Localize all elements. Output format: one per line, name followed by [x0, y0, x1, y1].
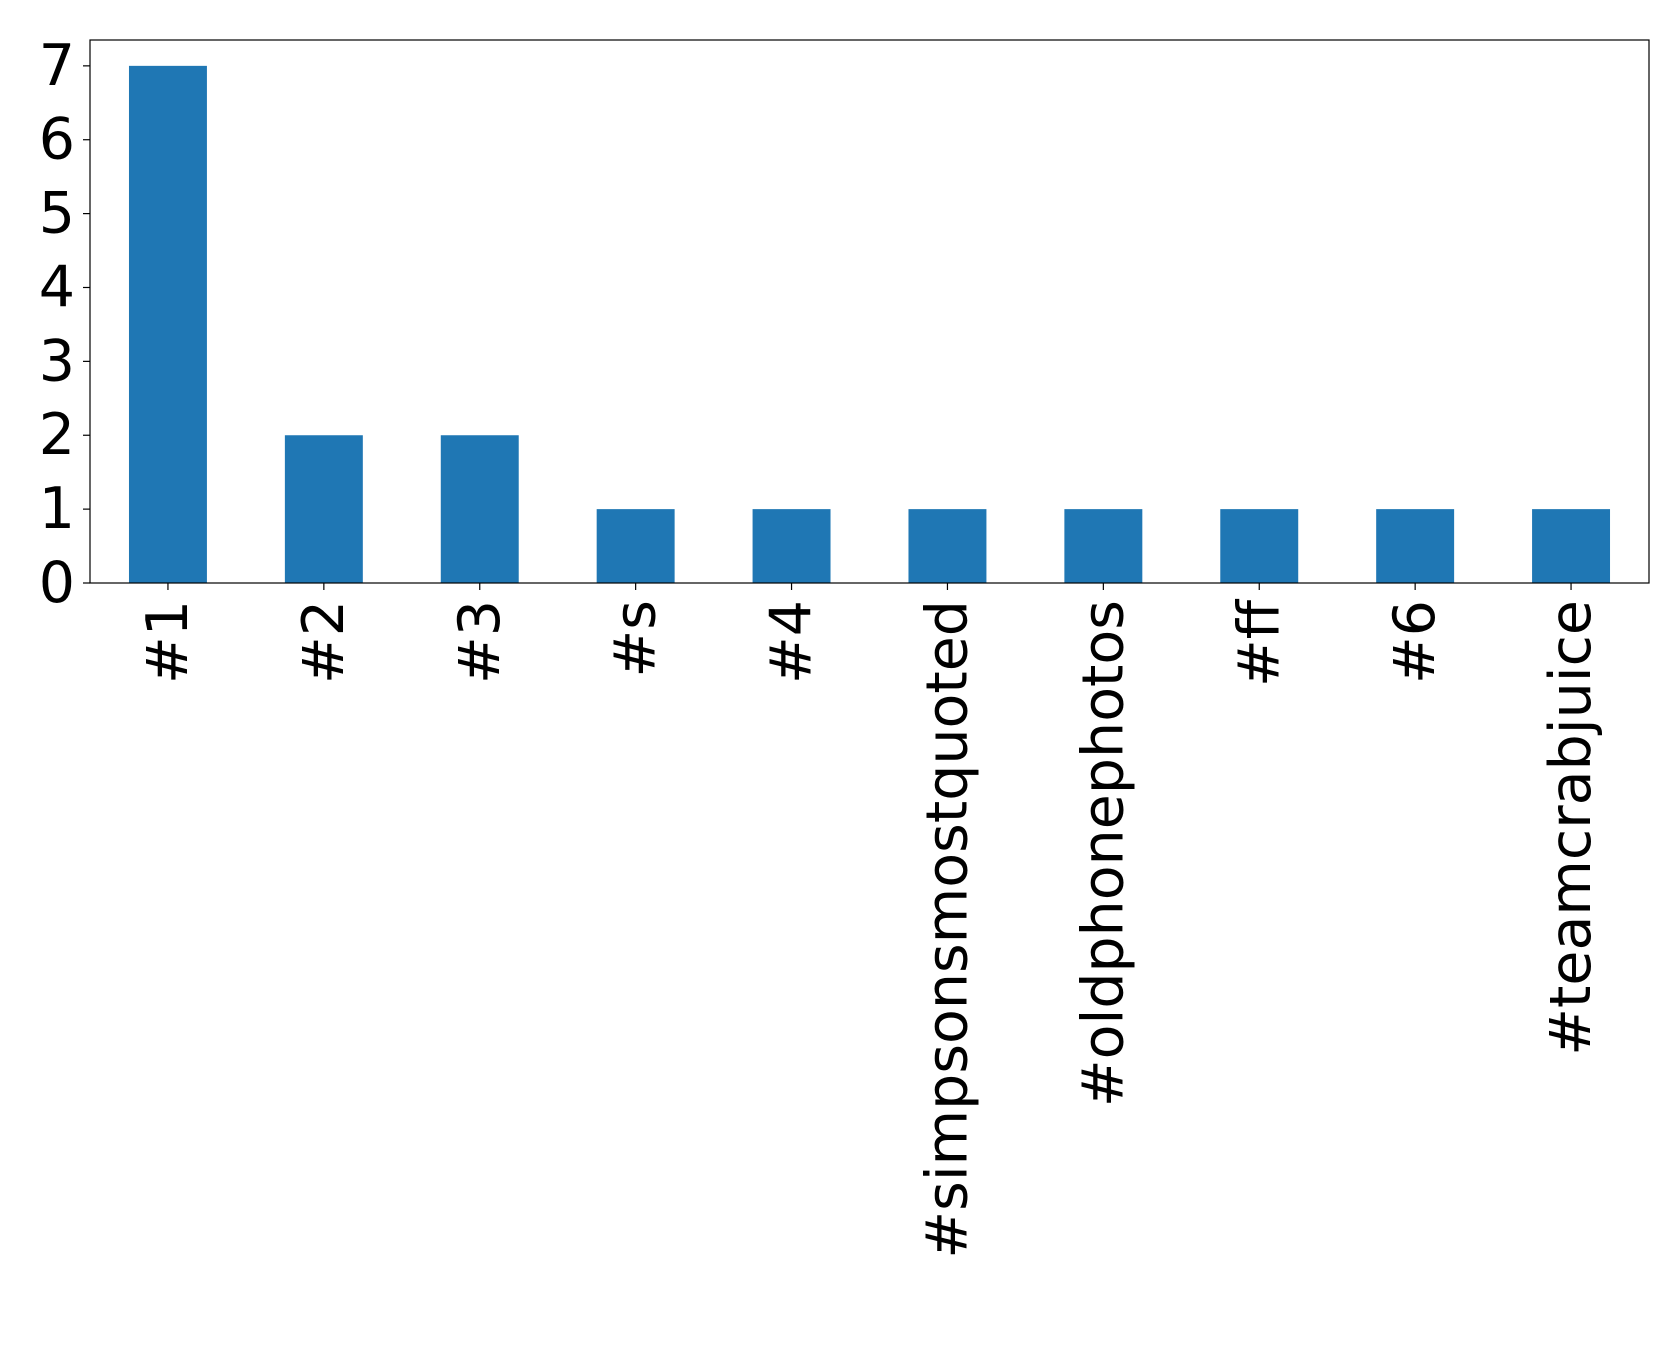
x-tick-label: #ff [1226, 598, 1292, 687]
bar-#simpsonsmostquoted [908, 509, 987, 583]
bar-#1 [128, 65, 207, 584]
y-tick-label: 3 [39, 328, 75, 394]
bar-#ff [1220, 509, 1299, 583]
x-tick-label: #s [603, 600, 669, 677]
bar-#6 [1376, 509, 1455, 583]
y-tick-label: 2 [39, 402, 75, 468]
x-tick-label: #3 [447, 600, 513, 684]
y-tick-label: 1 [39, 476, 75, 542]
x-axis: #1 #2 #3 #s #4 #simpsonsmostquoted #oldphoneph… [135, 583, 1604, 1259]
plot-area-frame [89, 39, 1650, 584]
bar-#4 [752, 509, 831, 583]
y-axis: 0 1 2 3 4 5 6 7 [39, 33, 90, 616]
bar-#teamcrabjuice [1532, 509, 1611, 583]
y-tick-label: 5 [39, 181, 75, 247]
x-tick-label: #oldphonephotos [1070, 600, 1136, 1107]
y-tick-label: 6 [39, 107, 75, 173]
bar-#oldphonephotos [1064, 509, 1143, 583]
y-tick-label: 0 [39, 550, 75, 616]
x-tick-label: #2 [291, 600, 357, 684]
x-tick-label: #teamcrabjuice [1538, 600, 1604, 1056]
x-tick-label: #6 [1382, 600, 1448, 684]
x-tick-label: #1 [135, 600, 201, 684]
y-tick-label: 4 [39, 254, 75, 320]
bar-#3 [440, 435, 519, 583]
y-tick-label: 7 [39, 33, 75, 99]
x-tick-label: #simpsonsmostquoted [914, 600, 980, 1259]
bar-#2 [284, 435, 363, 583]
bar-#s [596, 509, 675, 583]
x-tick-label: #4 [759, 600, 825, 684]
bars-group [128, 65, 1611, 584]
